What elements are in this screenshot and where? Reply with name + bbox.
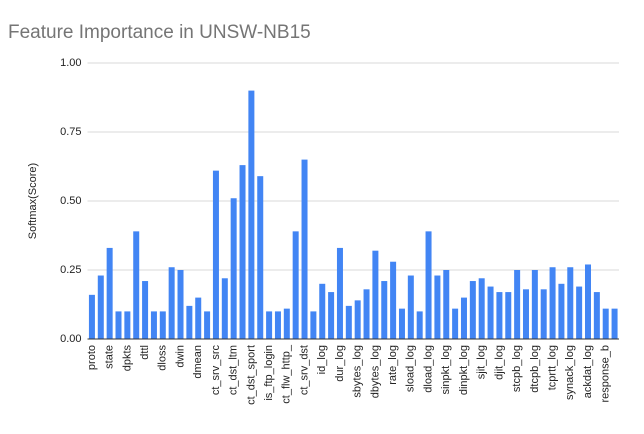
bar <box>496 292 503 339</box>
bar <box>540 289 547 339</box>
bar <box>257 176 264 339</box>
bar <box>611 308 618 339</box>
x-tick-label: dwin <box>174 345 186 368</box>
bar <box>150 311 157 339</box>
bar <box>576 286 583 339</box>
bar <box>124 311 131 339</box>
bar <box>212 170 219 339</box>
x-tick-label: djit_log <box>493 345 505 380</box>
y-tick-label: 1.00 <box>60 57 81 69</box>
bar <box>266 311 273 339</box>
y-tick-label: 0.50 <box>60 195 81 207</box>
x-tick-label: synack_log <box>564 345 576 400</box>
x-tick-label: sjit_log <box>476 345 488 379</box>
bar <box>328 292 335 339</box>
bar <box>239 165 246 339</box>
bar <box>505 292 512 339</box>
bar <box>336 247 343 339</box>
y-tick-label: 0.75 <box>60 126 81 138</box>
bar <box>398 308 405 339</box>
x-tick-label: dmean <box>192 345 204 379</box>
bar <box>186 305 193 339</box>
x-tick-label: sload_log <box>405 345 417 392</box>
x-tick-label: dload_log <box>422 345 434 393</box>
bar <box>460 297 467 339</box>
bar <box>345 305 352 339</box>
y-tick-label: 0.25 <box>60 264 81 276</box>
bar <box>602 308 609 339</box>
bar <box>469 281 476 339</box>
x-tick-label: ct_srv_dst <box>298 345 310 395</box>
bar <box>142 281 149 339</box>
bar <box>549 267 556 339</box>
y-tick-label: 0.00 <box>60 333 81 345</box>
bar <box>248 90 255 339</box>
x-tick-label: response_b <box>600 345 612 403</box>
x-tick-label: dttl <box>139 345 151 360</box>
bar <box>363 289 370 339</box>
chart-title: Feature Importance in UNSW-NB15 <box>8 22 311 43</box>
bar <box>283 308 290 339</box>
x-tick-label: ackdat_log <box>582 345 594 398</box>
x-tick-label: state <box>104 345 116 369</box>
x-tick-label: sinpkt_log <box>440 345 452 395</box>
bar <box>372 250 379 339</box>
bar <box>584 264 591 339</box>
bar <box>558 283 565 339</box>
bar <box>106 247 113 339</box>
bar <box>97 275 104 339</box>
bar <box>390 261 397 339</box>
x-tick-label: ct_flw_http_ <box>281 344 293 404</box>
x-tick-label: tcprtt_log <box>546 345 558 390</box>
bar <box>310 311 317 339</box>
bar <box>593 292 600 339</box>
bar <box>425 231 432 339</box>
x-tick-label: ct_dst_ltm <box>228 345 240 395</box>
bar <box>354 300 361 339</box>
x-tick-label: ct_srv_src <box>210 345 222 396</box>
bar <box>487 286 494 339</box>
bar <box>274 311 281 339</box>
bar <box>221 278 228 339</box>
bar <box>381 281 388 339</box>
bar <box>514 270 521 339</box>
bar <box>159 311 166 339</box>
bar <box>195 297 202 339</box>
x-tick-label: rate_log <box>387 345 399 385</box>
bar <box>133 231 140 339</box>
bar <box>292 231 299 339</box>
bar <box>230 198 237 339</box>
bar <box>567 267 574 339</box>
bar <box>301 159 308 339</box>
bar <box>522 289 529 339</box>
bar <box>478 278 485 339</box>
bar <box>452 308 459 339</box>
x-tick-label: sbytes_log <box>352 345 364 398</box>
x-tick-label: dur_log <box>334 345 346 382</box>
x-tick-label: dloss <box>157 345 169 371</box>
bar <box>115 311 122 339</box>
bar <box>443 270 450 339</box>
y-axis-title: Softmax(Score) <box>27 163 39 239</box>
x-tick-label: dpkts <box>121 345 133 372</box>
bar <box>204 311 211 339</box>
x-tick-label: dtcpb_log <box>529 345 541 393</box>
x-tick-label: ct_dst_sport <box>245 345 257 405</box>
bar <box>177 270 184 339</box>
bar <box>319 283 326 339</box>
bar <box>416 311 423 339</box>
bar <box>407 275 414 339</box>
bar <box>531 270 538 339</box>
x-tick-label: dbytes_log <box>369 345 381 398</box>
bar <box>168 267 175 339</box>
x-tick-label: id_log <box>316 345 328 374</box>
bar <box>88 294 95 339</box>
x-tick-label: proto <box>86 345 98 370</box>
x-tick-label: dinpkt_log <box>458 345 470 395</box>
bar <box>434 275 441 339</box>
x-tick-label: stcpb_log <box>511 345 523 392</box>
x-tick-label: is_ftp_login <box>263 345 275 401</box>
